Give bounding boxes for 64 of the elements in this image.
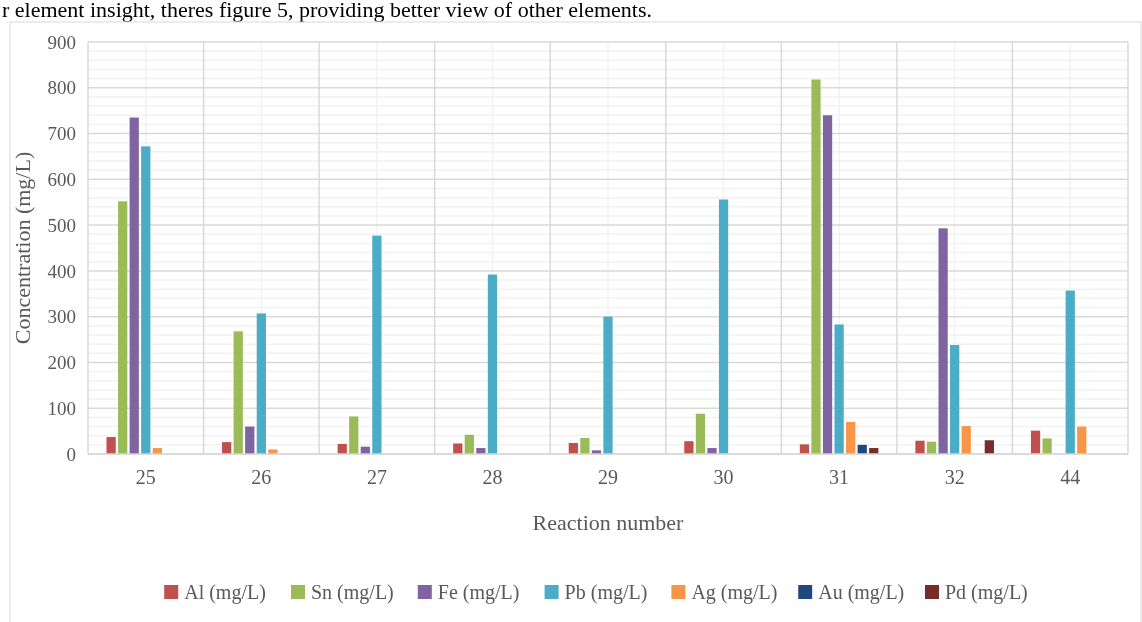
x-axis-title: Reaction number: [532, 510, 685, 535]
bar: [915, 440, 925, 454]
bar: [222, 442, 232, 454]
legend-label: Al (mg/L): [184, 581, 266, 604]
bar: [476, 448, 486, 454]
y-tick-label: 700: [47, 123, 76, 145]
bar: [106, 437, 116, 454]
bar: [487, 274, 498, 454]
bar: [811, 79, 821, 454]
legend-label: Sn (mg/L): [311, 581, 394, 604]
bar: [233, 331, 243, 454]
x-tick-label: 32: [944, 466, 965, 488]
bar: [453, 443, 463, 454]
bar: [718, 199, 729, 454]
y-tick-label: 300: [47, 306, 76, 328]
bar: [684, 441, 694, 454]
x-tick-label: 25: [135, 466, 156, 488]
x-tick-label: 29: [598, 466, 618, 488]
legend-label: Ag (mg/L): [691, 581, 778, 604]
bar: [1065, 290, 1075, 454]
bar: [950, 345, 960, 454]
legend-label: Pb (mg/L): [564, 581, 648, 604]
y-tick-label: 200: [47, 352, 76, 374]
bar: [580, 437, 590, 454]
bar: [1030, 430, 1041, 454]
bar: [256, 313, 266, 454]
bar: [141, 146, 151, 454]
legend-label: Pd (mg/L): [945, 581, 1028, 604]
x-tick-label: 27: [366, 466, 387, 488]
x-tick-label: 26: [251, 466, 272, 488]
legend-label: Au (mg/L): [818, 581, 905, 604]
y-tick-label: 400: [47, 260, 76, 282]
bar: [1042, 438, 1052, 454]
y-tick-label: 0: [66, 443, 76, 465]
bar: [799, 444, 810, 454]
bar: [1077, 426, 1087, 454]
bar: [707, 448, 717, 454]
y-tick-label: 500: [47, 214, 76, 236]
x-tick-label: 31: [829, 466, 850, 488]
legend-label: Fe (mg/L): [437, 581, 520, 604]
bar: [984, 440, 994, 454]
y-tick-label: 900: [47, 31, 76, 53]
bar: [938, 228, 948, 454]
bar: [349, 416, 359, 454]
bar: [961, 426, 971, 454]
y-axis-title: Concentration (mg/L): [10, 151, 35, 345]
x-tick-label: 30: [713, 466, 734, 488]
y-tick-label: 100: [47, 397, 76, 419]
bar: [372, 235, 382, 454]
x-tick-label: 44: [1060, 466, 1081, 488]
y-tick-label: 600: [47, 168, 76, 190]
bar: [834, 324, 844, 454]
bar: [129, 117, 139, 454]
bar: [822, 115, 833, 454]
y-tick-label: 800: [47, 77, 76, 99]
x-tick-label: 28: [482, 466, 503, 488]
bar: [245, 426, 255, 454]
text: r element insight, theres figure 5, providing better view of other elements.: [2, 0, 653, 22]
bar: [268, 449, 278, 454]
bar: [118, 201, 128, 454]
bar: [464, 434, 474, 454]
bar: [846, 421, 856, 454]
bar: [603, 316, 613, 454]
bar: [695, 413, 706, 454]
